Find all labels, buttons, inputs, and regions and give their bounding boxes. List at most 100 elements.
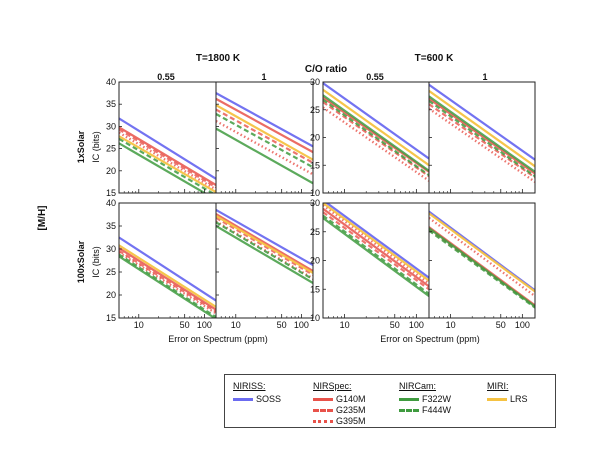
series-group xyxy=(216,208,313,284)
legend-item-soss: SOSS xyxy=(233,394,281,404)
legend-item-g140m: G140M xyxy=(313,394,366,404)
series-line-lrs xyxy=(216,214,313,274)
panel-100xsolar-t-1800-k-co-1: 10 50 100 xyxy=(215,202,314,330)
series-line-f322w xyxy=(323,217,429,298)
x-tick-label: 50 xyxy=(180,320,190,330)
series-line-g395m xyxy=(216,120,313,176)
legend-title-niriss: NIRISS: xyxy=(233,381,266,391)
series-line-g235m xyxy=(216,108,313,164)
column-label-0: 0.55 xyxy=(157,72,175,82)
legend-swatch-g395m xyxy=(313,419,333,423)
legend-swatch-soss xyxy=(233,397,253,401)
x-tick-label: 10 xyxy=(340,320,350,330)
row-label-100xsolar: 100xSolar xyxy=(76,240,86,283)
series-line-g140m xyxy=(429,97,535,175)
legend-item-g395m: G395M xyxy=(313,416,366,426)
panel-1xsolar-t-1800-k-co-1 xyxy=(215,81,314,194)
x-tick-label: 100 xyxy=(515,320,530,330)
panel-frame xyxy=(215,81,314,194)
series-line-f444w xyxy=(323,214,429,295)
center-axis-title: C/O ratio xyxy=(305,64,347,75)
series-line-lrs xyxy=(119,244,216,308)
series-line-g395m xyxy=(216,220,313,280)
y-tick-label: 30 xyxy=(106,121,116,131)
legend-swatch-f322w xyxy=(399,397,419,401)
series-line-lrs xyxy=(216,104,313,161)
series-line-soss xyxy=(216,208,313,267)
y-tick-label: 20 xyxy=(310,133,320,143)
legend-item-f444w: F444W xyxy=(399,405,451,415)
x-tick-label: 50 xyxy=(390,320,400,330)
legend-swatch-f444w xyxy=(399,408,419,412)
panel-100xsolar-t-600-k-co-1: 10 50 100 xyxy=(428,202,536,330)
series-group xyxy=(216,92,313,185)
series-line-soss xyxy=(323,82,429,160)
x-axis-label-right: Error on Spectrum (ppm) xyxy=(380,334,480,344)
y-tick-label: 10 xyxy=(310,313,320,323)
legend-label-f444w: F444W xyxy=(422,405,452,415)
series-line-f444w xyxy=(216,113,313,169)
y-tick-label: 15 xyxy=(106,188,116,198)
series-line-soss xyxy=(216,92,313,148)
series-line-g235m xyxy=(429,103,535,179)
y-tick-label: 15 xyxy=(310,284,320,294)
legend-label-soss: SOSS xyxy=(256,394,282,404)
series-line-f444w xyxy=(119,253,216,318)
series-line-g235m xyxy=(119,128,216,189)
series-line-f444w xyxy=(216,221,313,281)
legend-label-g140m: G140M xyxy=(336,394,366,404)
series-line-g395m xyxy=(119,251,216,315)
panel-1xsolar-t-1800-k-co-0-55: 15 20 25 30 35 40 xyxy=(106,77,217,198)
y-tick-label: 30 xyxy=(106,244,116,254)
series-line-f444w xyxy=(429,99,535,178)
y-tick-label: 10 xyxy=(310,188,320,198)
y-tick-label: 20 xyxy=(106,166,116,176)
panel-1xsolar-t-600-k-co-0-55: 10 15 20 25 30 xyxy=(310,77,430,198)
column-label-3: 1 xyxy=(482,72,487,82)
series-line-g140m xyxy=(119,126,216,186)
y-tick-label: 30 xyxy=(310,198,320,208)
series-line-lrs xyxy=(323,88,429,167)
y-tick-label: 20 xyxy=(310,256,320,266)
legend-item-g235m: G235M xyxy=(313,405,366,415)
series-line-g140m xyxy=(216,97,313,154)
y-tick-label: 15 xyxy=(106,313,116,323)
group-title-right: T=600 K xyxy=(415,53,454,64)
y-tick-label: 25 xyxy=(310,105,320,115)
series-line-g235m xyxy=(323,211,429,291)
series-line-soss xyxy=(119,236,216,302)
x-tick-label: 100 xyxy=(409,320,424,330)
panel-background xyxy=(429,203,535,318)
legend-label-lrs: LRS xyxy=(510,394,528,404)
series-line-f444w xyxy=(429,229,535,309)
y-tick-label: 35 xyxy=(106,99,116,109)
legend-title-miri: MIRI: xyxy=(487,381,509,391)
legend-swatch-lrs xyxy=(487,397,507,401)
panel-background xyxy=(216,203,313,318)
series-line-f322w xyxy=(119,142,207,193)
series-line-f444w xyxy=(119,137,215,193)
y-axis-label-left-top: IC (bits) xyxy=(91,131,101,163)
legend-label-g235m: G235M xyxy=(336,405,366,415)
legend-title-nircam: NIRCam: xyxy=(399,381,437,391)
series-group xyxy=(429,83,535,183)
series-line-f322w xyxy=(429,95,535,173)
y-tick-label: 25 xyxy=(106,267,116,277)
y-tick-label: 25 xyxy=(106,144,116,154)
series-line-g140m xyxy=(216,213,313,273)
y-tick-label: 15 xyxy=(310,160,320,170)
series-line-g235m xyxy=(216,216,313,276)
x-tick-label: 10 xyxy=(231,320,241,330)
panel-100xsolar-t-600-k-co-0-55: 10 15 20 25 30 10 50 100 xyxy=(310,198,430,330)
y-tick-label: 40 xyxy=(106,198,116,208)
x-axis-label-left: Error on Spectrum (ppm) xyxy=(168,334,268,344)
series-line-f444w xyxy=(323,98,429,177)
series-group xyxy=(429,210,535,309)
series-line-lrs xyxy=(119,135,216,193)
series-line-lrs xyxy=(323,203,429,282)
series-line-g140m xyxy=(323,207,429,288)
series-line-g235m xyxy=(119,249,216,313)
legend: NIRISS: SOSS NIRSpec: G140M G235M G395M … xyxy=(224,374,556,428)
